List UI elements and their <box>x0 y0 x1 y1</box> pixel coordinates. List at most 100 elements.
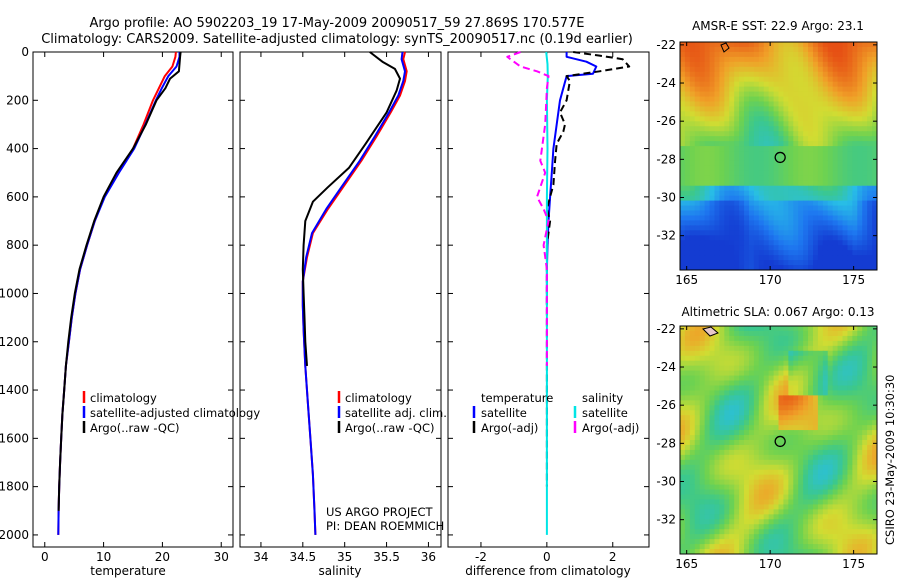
map-cell <box>847 96 853 103</box>
map-cell <box>744 360 750 367</box>
map-cell <box>758 400 765 406</box>
map-cell <box>778 220 785 226</box>
map-cell <box>812 479 819 486</box>
map-cell <box>724 400 730 406</box>
map-cell <box>798 375 804 382</box>
map-cell <box>793 494 799 501</box>
map-cell <box>822 200 829 207</box>
map-cell <box>704 549 711 554</box>
map-cell <box>744 440 750 446</box>
map-cell <box>827 76 834 83</box>
map-cell <box>773 250 780 256</box>
map-cell <box>748 345 755 352</box>
map-cell <box>803 484 809 491</box>
map-cell <box>709 385 716 392</box>
map-cell <box>867 71 873 78</box>
map-cell <box>803 449 809 456</box>
map-cell <box>758 385 765 392</box>
map-cell <box>778 106 785 112</box>
map-cell <box>758 390 765 396</box>
map-cell <box>857 370 863 377</box>
map-cell <box>689 514 696 520</box>
map-cell <box>837 335 844 342</box>
map-cell <box>842 519 849 525</box>
map-cell <box>744 230 750 236</box>
map-cell <box>699 175 706 182</box>
map-cell <box>684 165 691 172</box>
map-cell <box>793 81 799 88</box>
map-cell <box>709 160 716 167</box>
map-cell <box>778 529 785 535</box>
map-cell <box>852 61 858 68</box>
map-cell <box>694 61 701 68</box>
map-cell <box>699 205 706 212</box>
map-cell <box>847 106 853 112</box>
map-cell <box>684 106 691 112</box>
map-cell <box>729 395 735 401</box>
map-cell <box>729 61 735 68</box>
map-cell <box>827 265 834 270</box>
map-cell <box>837 131 844 137</box>
map-cell <box>744 81 750 88</box>
map-cell <box>724 529 730 535</box>
map-cell <box>734 61 740 68</box>
map-cell <box>739 101 745 108</box>
map-cell <box>758 86 765 93</box>
map-cell <box>872 76 877 83</box>
map-cell <box>798 459 804 466</box>
map-cell <box>793 464 799 471</box>
map-cell <box>862 335 868 342</box>
map-cell <box>788 435 794 441</box>
map-cell <box>872 514 877 520</box>
map-cell <box>748 534 755 540</box>
map-cell <box>803 400 809 406</box>
map-cell <box>852 330 858 337</box>
map-cell <box>867 519 873 525</box>
map-cell <box>739 444 745 451</box>
map-cell <box>709 215 716 222</box>
map-cell <box>847 539 853 545</box>
map-cell <box>729 524 735 530</box>
map-cell <box>798 151 804 157</box>
map-cell <box>793 165 799 172</box>
map-cell <box>734 56 740 63</box>
map-cell <box>872 86 877 93</box>
map-cell <box>778 549 785 554</box>
map-cell <box>847 474 853 481</box>
map-cell <box>694 464 701 471</box>
map-cell <box>694 544 701 550</box>
map-cell <box>778 180 785 187</box>
map-cell <box>827 136 834 142</box>
map-cell <box>714 260 720 266</box>
map-cell <box>739 469 745 476</box>
map-cell <box>798 345 804 352</box>
map-cell <box>709 405 716 411</box>
y-tick-label: 200 <box>6 93 29 107</box>
map-cell <box>788 524 794 530</box>
map-cell <box>758 509 765 515</box>
map-cell <box>748 51 755 58</box>
map-cell <box>744 235 750 241</box>
map-cell <box>827 459 834 466</box>
map-cell <box>822 121 829 127</box>
map-cell <box>744 395 750 401</box>
map-cell <box>803 101 809 108</box>
map-cell <box>847 544 853 550</box>
map-cell <box>680 355 686 362</box>
map-cell <box>847 405 853 411</box>
map-cell <box>867 390 873 396</box>
map-cell <box>857 46 863 53</box>
map-cell <box>734 81 740 88</box>
map-cell <box>832 420 839 426</box>
map-cell <box>857 494 863 501</box>
map-cell <box>748 230 755 236</box>
map-cell <box>739 544 745 550</box>
map-cell <box>739 175 745 182</box>
map-cell <box>812 205 819 212</box>
map-cell <box>812 46 819 53</box>
map-cell <box>694 255 701 261</box>
map-cell <box>768 260 775 266</box>
map-cell <box>808 235 814 241</box>
map-cell <box>714 504 720 510</box>
map-cell <box>847 499 853 506</box>
